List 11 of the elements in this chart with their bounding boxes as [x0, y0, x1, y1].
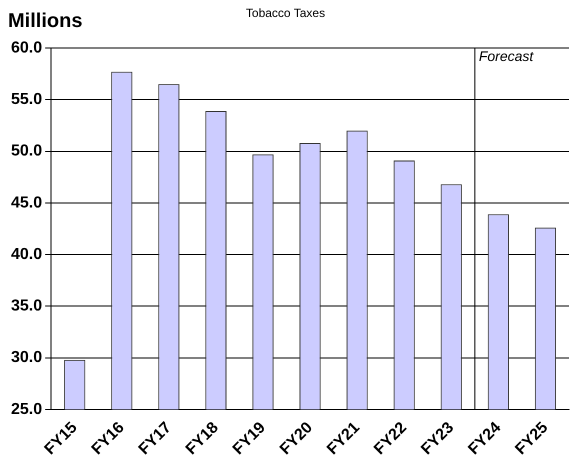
y-axis-title: Millions [8, 10, 82, 33]
y-tick-label: 50.0 [11, 142, 42, 160]
chart-title: Tobacco Taxes [246, 6, 326, 20]
y-tick-label: 45.0 [11, 194, 42, 212]
y-tick-label: 30.0 [11, 349, 42, 366]
y-tick-label: 40.0 [11, 246, 42, 263]
y-tick-label: 55.0 [11, 91, 42, 108]
ref-line-label: Forecast [478, 48, 534, 64]
y-tick-label: 60.0 [11, 39, 42, 56]
y-tick-label: 25.0 [11, 400, 42, 418]
y-tick-label: 35.0 [11, 298, 42, 315]
